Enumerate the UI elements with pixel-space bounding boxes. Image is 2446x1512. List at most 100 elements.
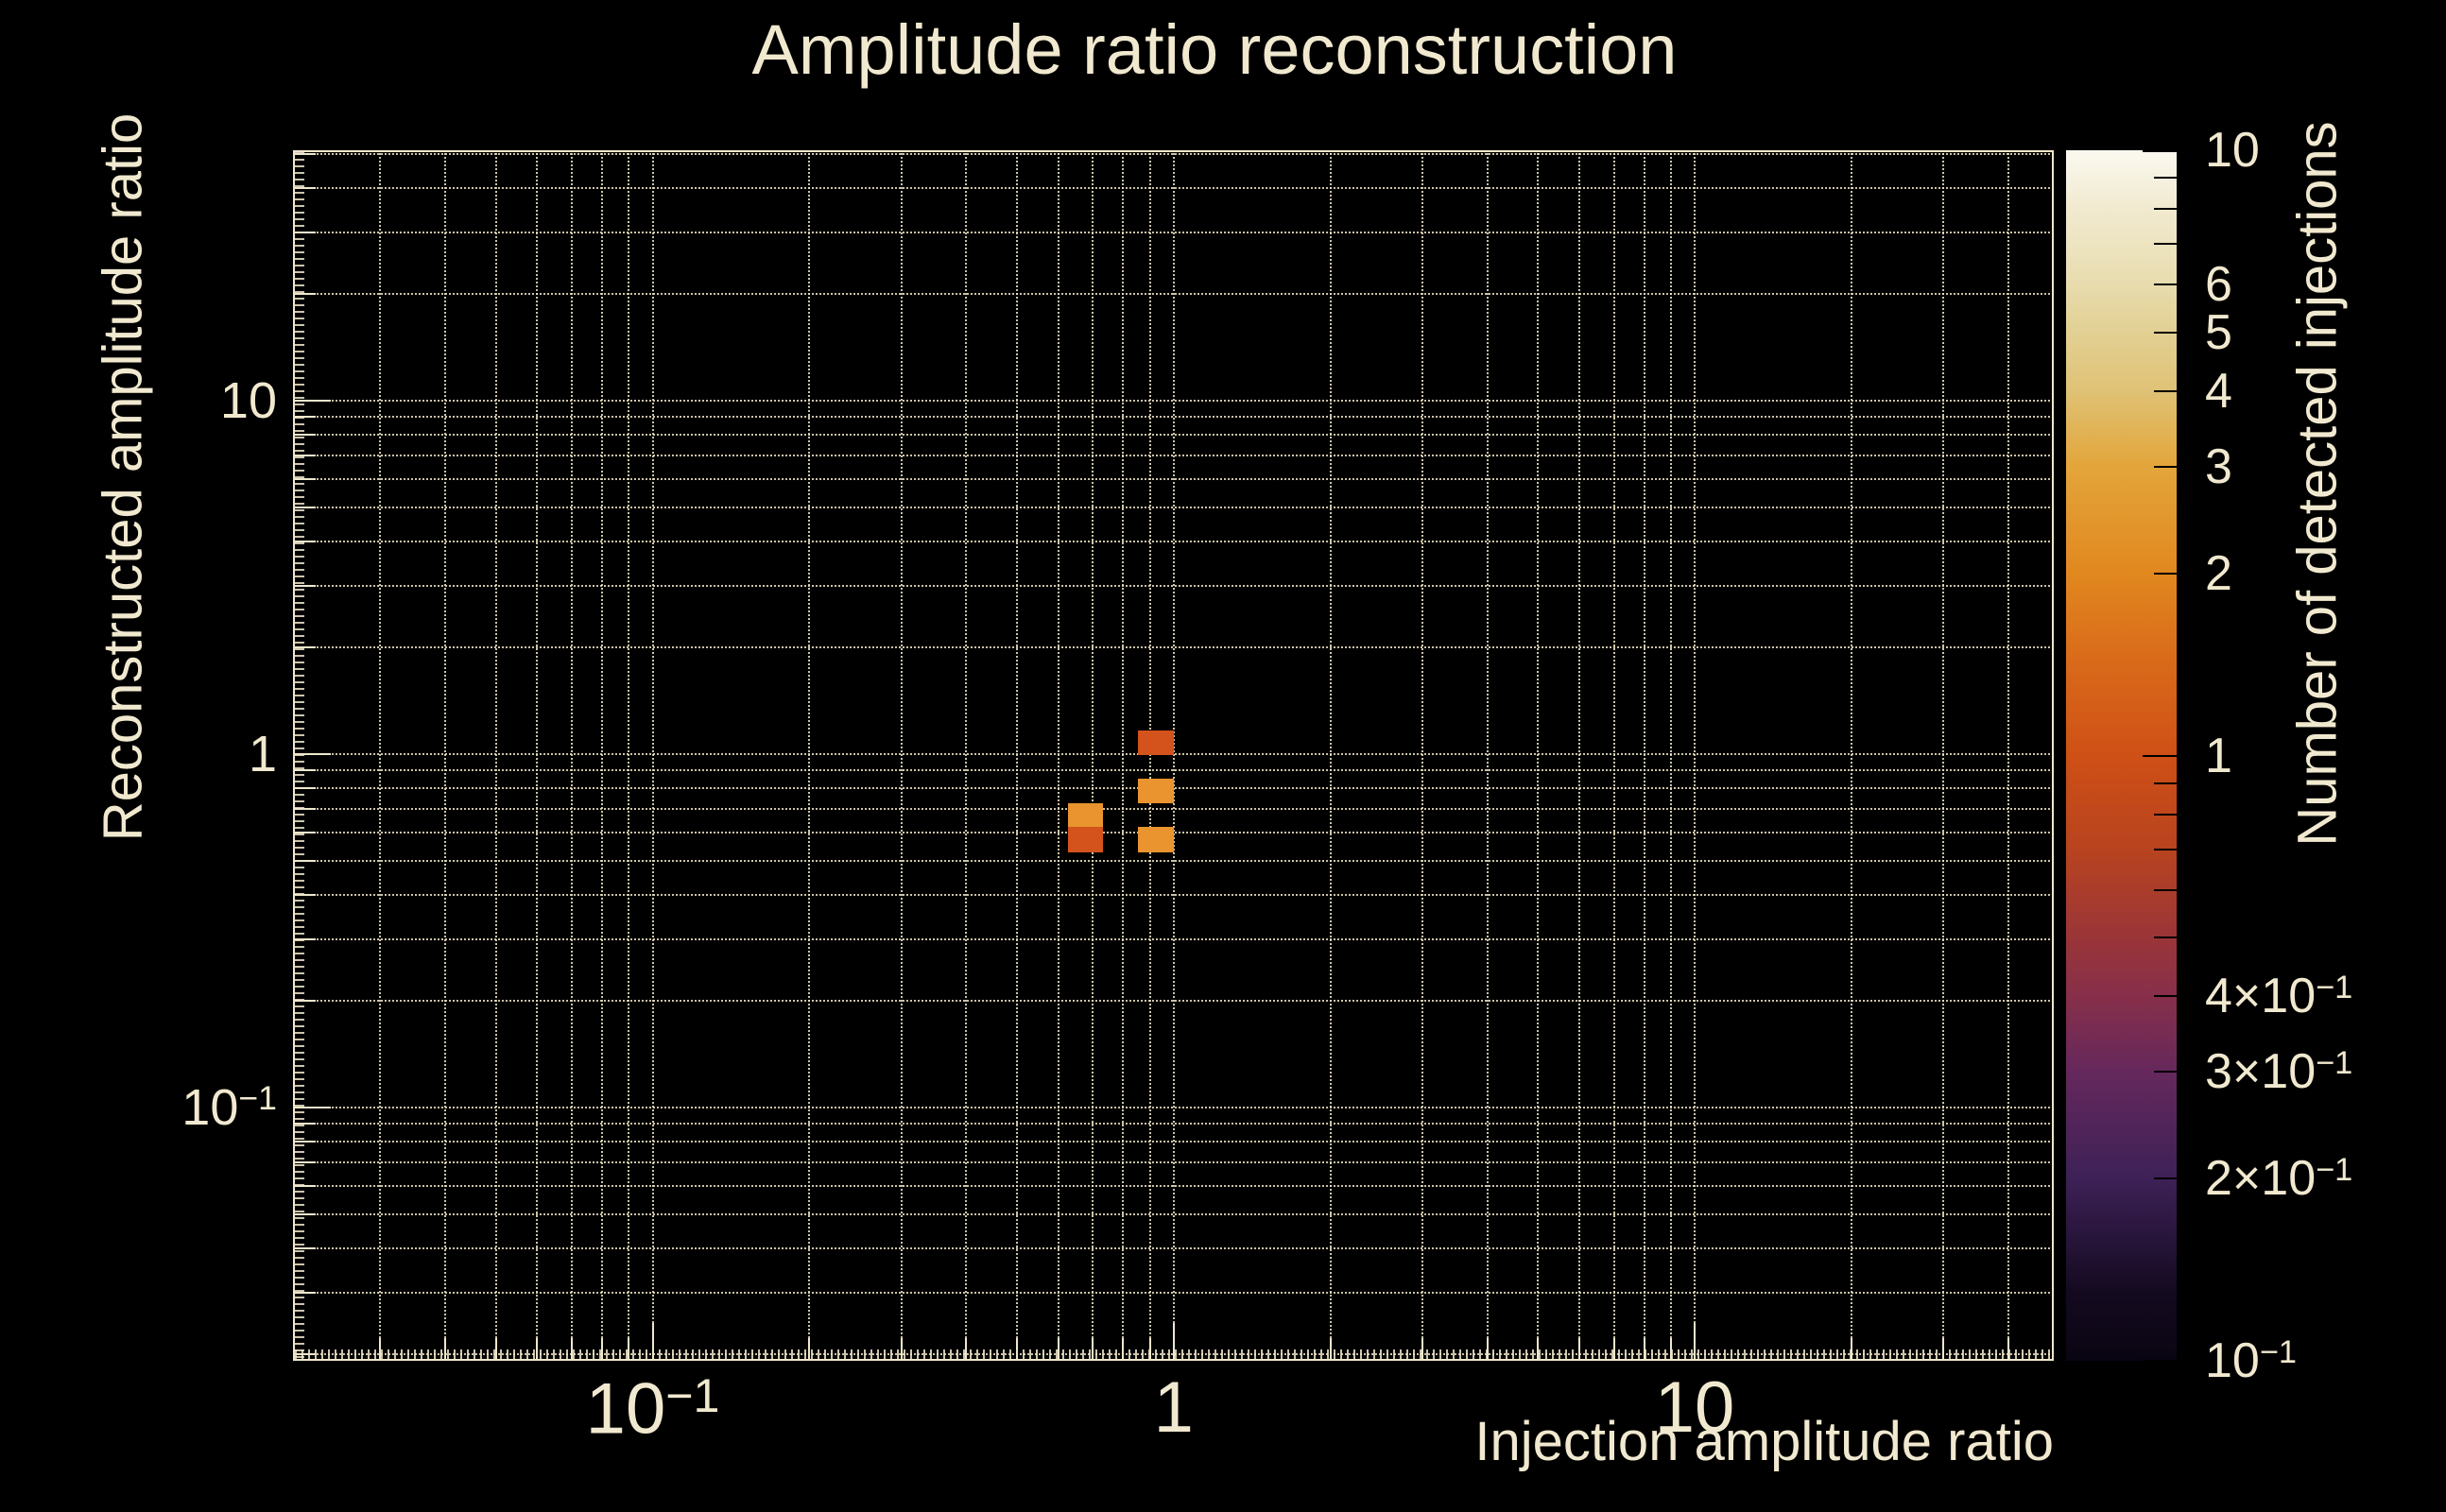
x-gridline xyxy=(1421,150,1423,1361)
y-gridline xyxy=(293,454,2054,456)
heatmap-cell xyxy=(1067,803,1103,827)
y-tick-mark xyxy=(293,416,316,419)
y-tick-mark xyxy=(293,859,316,862)
x-gridline xyxy=(900,150,903,1361)
x-tick-label: 10−1 xyxy=(585,1368,720,1450)
x-gridline xyxy=(651,150,654,1361)
colorbar-tick-mark xyxy=(2143,1360,2177,1362)
chart-title: Amplitude ratio reconstruction xyxy=(751,10,1678,89)
x-tick-label: 10 xyxy=(1654,1367,1735,1448)
x-gridline xyxy=(628,150,630,1361)
colorbar-tick-mark xyxy=(2154,243,2177,246)
y-tick-mark xyxy=(293,152,316,155)
y-tick-label: 1 xyxy=(248,725,277,782)
x-gridline xyxy=(1643,150,1645,1361)
x-axis-title: Injection amplitude ratio xyxy=(1474,1411,2054,1472)
y-tick-mark xyxy=(293,454,316,456)
x-gridline xyxy=(1015,150,1018,1361)
y-tick-mark xyxy=(293,752,331,755)
y-tick-mark xyxy=(293,769,316,772)
y-tick-mark xyxy=(293,399,331,402)
y-gridline xyxy=(293,1246,2054,1249)
x-gridline xyxy=(571,150,574,1361)
x-gridline xyxy=(1148,150,1151,1361)
y-gridline xyxy=(293,506,2054,508)
y-gridline xyxy=(293,859,2054,862)
y-gridline xyxy=(293,399,2054,402)
x-gridline xyxy=(536,150,539,1361)
y-gridline xyxy=(293,1160,2054,1163)
x-gridline xyxy=(1092,150,1094,1361)
y-tick-mark xyxy=(293,293,316,296)
colorbar-tick-mark xyxy=(2154,284,2177,286)
x-gridline xyxy=(808,150,811,1361)
y-gridline xyxy=(293,893,2054,896)
y-gridline xyxy=(293,1212,2054,1215)
colorbar-tick-mark xyxy=(2154,1177,2177,1180)
x-tick-mark xyxy=(651,1323,654,1361)
y-gridline xyxy=(293,477,2054,480)
colorbar-tick-mark xyxy=(2154,888,2177,891)
colorbar-tick-label: 5 xyxy=(2205,304,2232,360)
colorbar-tick-label: 3 xyxy=(2205,438,2232,494)
y-tick-label: 10−1 xyxy=(181,1078,277,1136)
y-gridline xyxy=(293,434,2054,437)
x-gridline xyxy=(379,150,382,1361)
x-gridline xyxy=(1669,150,1672,1361)
x-gridline xyxy=(2007,150,2009,1361)
colorbar-tick-label: 2 xyxy=(2205,545,2232,601)
y-tick-mark xyxy=(293,646,316,649)
x-gridline xyxy=(444,150,447,1361)
colorbar-tick-mark xyxy=(2154,936,2177,939)
y-tick-mark xyxy=(293,1141,316,1143)
x-tick-mark xyxy=(1172,1323,1175,1361)
y-tick-mark xyxy=(293,807,316,810)
x-gridline xyxy=(1694,150,1697,1361)
y-gridline xyxy=(293,1291,2054,1294)
y-tick-label: 10 xyxy=(219,371,277,429)
y-tick-mark xyxy=(293,1246,316,1249)
x-gridline xyxy=(1612,150,1615,1361)
y-gridline xyxy=(293,231,2054,233)
y-tick-mark xyxy=(293,540,316,542)
y-tick-mark xyxy=(293,584,316,587)
y-gridline xyxy=(293,1000,2054,1003)
colorbar-tick-label: 10−1 xyxy=(2205,1333,2297,1389)
heatmap-cell xyxy=(1137,778,1174,803)
x-gridline xyxy=(1486,150,1489,1361)
colorbar-tick-mark xyxy=(2154,465,2177,468)
y-tick-mark xyxy=(293,186,316,189)
y-tick-mark xyxy=(293,506,316,508)
x-gridline xyxy=(1122,150,1125,1361)
y-tick-mark xyxy=(293,477,316,480)
y-gridline xyxy=(293,1141,2054,1143)
y-gridline xyxy=(293,152,2054,155)
y-gridline xyxy=(293,1123,2054,1125)
colorbar-tick-mark xyxy=(2143,754,2177,757)
colorbar-tick-mark xyxy=(2154,813,2177,816)
y-axis-microticks xyxy=(295,152,304,1359)
y-gridline xyxy=(293,1106,2054,1108)
x-gridline xyxy=(1329,150,1332,1361)
y-tick-mark xyxy=(293,1000,316,1003)
y-gridline xyxy=(293,416,2054,419)
colorbar-tick-mark xyxy=(2154,1071,2177,1074)
colorbar-tick-mark xyxy=(2154,389,2177,392)
colorbar-tick-mark xyxy=(2154,848,2177,850)
x-tick-mark xyxy=(1694,1323,1697,1361)
y-tick-mark xyxy=(293,434,316,437)
y-tick-mark xyxy=(293,231,316,233)
heatmap-cell xyxy=(1137,826,1174,852)
y-tick-mark xyxy=(293,1123,316,1125)
y-tick-mark xyxy=(293,893,316,896)
y-tick-mark xyxy=(293,831,316,833)
heatmap-cell xyxy=(1137,730,1174,755)
y-tick-mark xyxy=(293,1106,331,1108)
x-gridline xyxy=(1172,150,1175,1361)
colorbar-tick-label: 4×10−1 xyxy=(2205,969,2353,1024)
x-gridline xyxy=(1537,150,1540,1361)
y-tick-mark xyxy=(293,1291,316,1294)
y-gridline xyxy=(293,186,2054,189)
colorbar-tick-mark xyxy=(2154,331,2177,334)
colorbar-tick-label: 2×10−1 xyxy=(2205,1151,2353,1207)
